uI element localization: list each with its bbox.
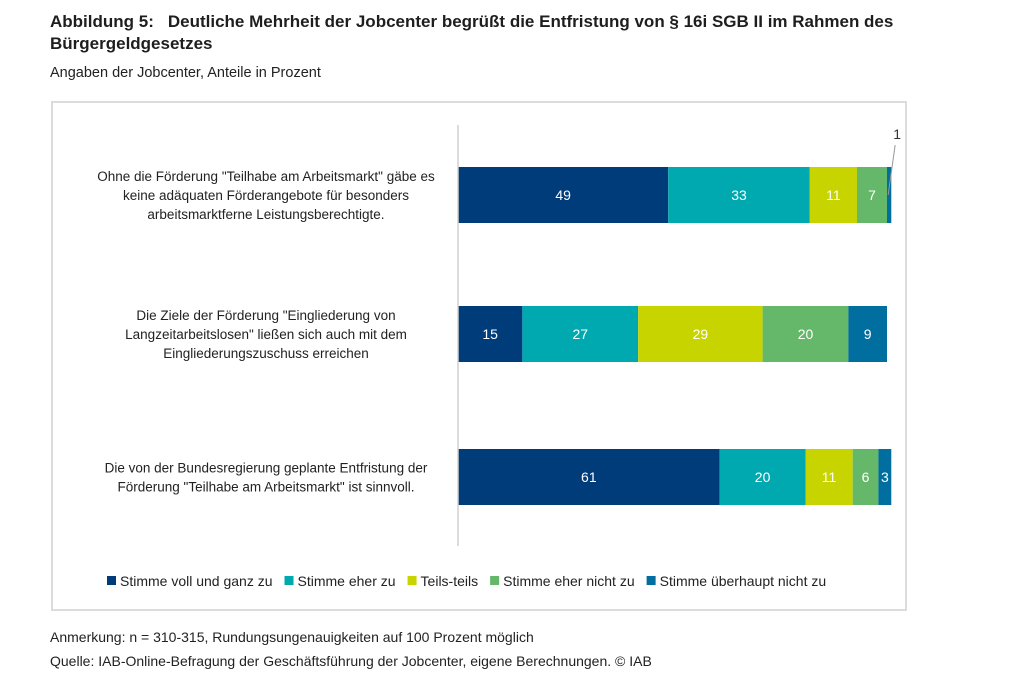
figure-number: Abbildung 5: bbox=[50, 12, 154, 31]
category-label: Eingliederungszuschuss erreichen bbox=[163, 346, 369, 361]
category-label: keine adäquaten Förderangebote für beson… bbox=[123, 188, 409, 203]
bar-segment bbox=[762, 306, 849, 362]
legend-label: Teils-teils bbox=[421, 573, 479, 589]
bar-segment bbox=[458, 167, 669, 223]
data-label: 20 bbox=[798, 326, 814, 342]
bar-segment bbox=[878, 449, 892, 505]
figure-title: Abbildung 5: Deutliche Mehrheit der Jobce… bbox=[50, 11, 950, 55]
category-label: arbeitsmarktferne Leistungsberechtigte. bbox=[147, 207, 384, 222]
bar-segment bbox=[887, 167, 892, 223]
data-label: 20 bbox=[755, 469, 771, 485]
data-label: 11 bbox=[826, 187, 841, 203]
legend-label: Stimme überhaupt nicht zu bbox=[660, 573, 827, 589]
figure-note: Anmerkung: n = 310-315, Rundungsungenaui… bbox=[50, 629, 534, 645]
figure-subtitle: Angaben der Jobcenter, Anteile in Prozen… bbox=[50, 65, 321, 81]
data-label: 6 bbox=[862, 469, 870, 485]
data-label: 15 bbox=[482, 326, 498, 342]
bar-segment bbox=[458, 449, 720, 505]
bar-segment bbox=[522, 306, 639, 362]
chart-area: Ohne die Förderung "Teilhabe am Arbeitsm… bbox=[51, 101, 907, 611]
bar-segment bbox=[668, 167, 810, 223]
stacked-bar-chart: Ohne die Förderung "Teilhabe am Arbeitsm… bbox=[97, 125, 901, 589]
legend-swatch bbox=[284, 576, 294, 585]
bar-segment bbox=[458, 306, 523, 362]
data-label: 3 bbox=[881, 469, 889, 485]
data-label: 29 bbox=[693, 326, 709, 342]
legend-swatch bbox=[490, 576, 500, 585]
bar-segment bbox=[856, 167, 887, 223]
figure-title-text: Deutliche Mehrheit der Jobcenter begrüßt… bbox=[50, 12, 894, 53]
data-label: 61 bbox=[581, 469, 597, 485]
category-label: Langzeitarbeitslosen" ließen sich auch m… bbox=[125, 327, 407, 342]
data-label: 11 bbox=[822, 469, 837, 485]
data-label: 9 bbox=[864, 326, 872, 342]
legend-label: Stimme eher nicht zu bbox=[503, 573, 635, 589]
legend-label: Stimme voll und ganz zu bbox=[120, 573, 273, 589]
legend-swatch bbox=[646, 576, 656, 585]
callout-label: 1 bbox=[893, 126, 901, 142]
data-label: 49 bbox=[555, 187, 571, 203]
data-label: 33 bbox=[731, 187, 747, 203]
legend-label: Stimme eher zu bbox=[298, 573, 396, 589]
callout-leader-line bbox=[887, 144, 896, 196]
data-label: 27 bbox=[572, 326, 588, 342]
bar-segment bbox=[848, 306, 887, 362]
bar-segment bbox=[638, 306, 763, 362]
category-label: Ohne die Förderung "Teilhabe am Arbeitsm… bbox=[97, 169, 435, 184]
figure-source: Quelle: IAB-Online-Befragung der Geschäf… bbox=[50, 653, 652, 669]
bar-segment bbox=[809, 167, 857, 223]
bar-segment bbox=[805, 449, 853, 505]
legend-swatch bbox=[407, 576, 417, 585]
bar-segment bbox=[852, 449, 879, 505]
bar-segment bbox=[719, 449, 806, 505]
category-label: Förderung "Teilhabe am Arbeitsmarkt" ist… bbox=[118, 480, 415, 495]
category-label: Die von der Bundesregierung geplante Ent… bbox=[105, 461, 428, 476]
data-label: 7 bbox=[868, 187, 876, 203]
legend-swatch bbox=[107, 576, 116, 585]
category-label: Die Ziele der Förderung "Eingliederung v… bbox=[136, 308, 395, 323]
